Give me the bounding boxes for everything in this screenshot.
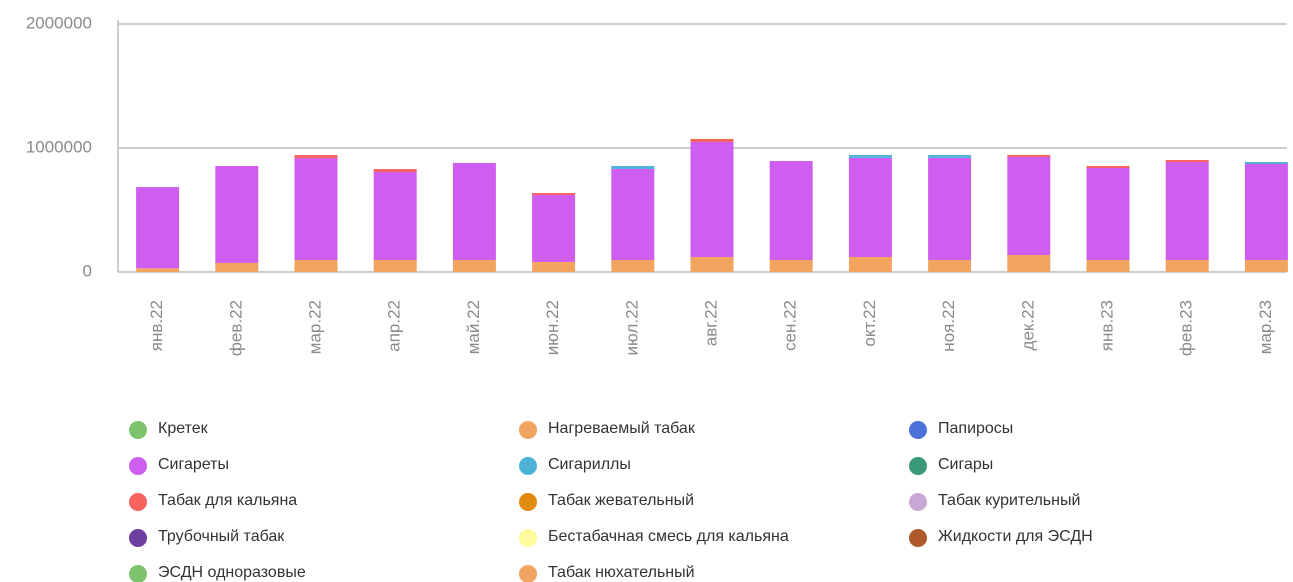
y-tick-label: 2000000 [26,13,92,32]
bar-segment [1007,255,1051,272]
legend-marker [519,529,537,547]
bar-segment [373,172,417,260]
legend-label: Папиросы [938,420,1013,437]
bar-segment [928,154,972,158]
legend-label: Сигариллы [548,456,631,473]
x-tick-label: янв.22 [147,300,166,351]
x-tick-label: июн.22 [543,300,562,355]
x-tick-label: окт.22 [860,300,879,347]
legend-marker [519,565,537,582]
x-tick-label: фев.23 [1177,300,1196,356]
bar-segment [452,163,496,260]
x-tick-label: дек.22 [1018,300,1037,350]
x-tick-label: сен.22 [781,300,800,351]
legend-marker [129,493,147,511]
legend-marker [129,565,147,582]
legend-marker [129,457,147,475]
x-tick-label: мар.22 [305,300,324,354]
bar-segment [136,268,180,272]
legend-marker [519,457,537,475]
bar-segment [294,158,338,260]
bar-segment [136,187,180,269]
bar-segment [769,161,813,260]
bar-segment [611,168,655,260]
legend-marker [909,529,927,547]
x-tick-label: янв.23 [1097,300,1116,351]
bar-segment [532,193,576,195]
bar-segment [611,165,655,169]
legend-label: Табак нюхательный [548,564,695,581]
bar-segment [373,169,417,173]
bar-segment [1165,259,1209,272]
legend-label: Бестабачная смесь для кальяна [548,528,789,545]
bar-segment [769,259,813,272]
bar-segment [1086,165,1130,168]
y-tick-label: 0 [83,261,92,280]
x-tick-label: авг.22 [701,300,720,346]
legend-label: Сигары [938,456,993,473]
bar-segment [1165,160,1209,163]
legend-label: Сигареты [158,456,229,473]
x-tick-label: май.22 [464,300,483,354]
bar-segment [452,259,496,272]
legend-label: Нагреваемый табак [548,420,696,437]
bar-segment [294,155,338,159]
bar-segment [532,261,576,272]
bar-segment [1165,162,1209,260]
x-tick-label: июл.22 [622,300,641,355]
bar-segment [1244,162,1288,164]
bar-segment [373,259,417,272]
bar-segment [215,165,259,263]
legend-label: ЭСДН одноразовые [158,564,306,581]
bar-segment [928,259,972,272]
x-tick-label: мар.23 [1256,300,1275,354]
legend-label: Трубочный табак [158,528,285,545]
y-tick-label: 1000000 [26,137,92,156]
bar-segment [1007,156,1051,256]
bar-segment [1086,259,1130,272]
bar-segment [215,262,259,272]
bar-segment [690,141,734,257]
bar-segment [1007,154,1051,157]
bar-segment [611,259,655,272]
legend-label: Табак курительный [938,492,1080,509]
bar-segment [848,157,892,257]
bar-segment [1244,259,1288,272]
legend-marker [519,493,537,511]
legend-marker [909,421,927,439]
bar-segment [928,157,972,260]
bar-segment [294,259,338,272]
legend-label: Кретек [158,420,209,437]
x-tick-label: ноя.22 [939,300,958,352]
legend-marker [129,529,147,547]
legend-marker [909,493,927,511]
x-tick-label: апр.22 [385,300,404,352]
legend-marker [129,421,147,439]
bar-segment [690,138,734,142]
bar-segment [532,194,576,262]
bar-segment [848,154,892,158]
bar-segment [1086,167,1130,260]
bar-segment [1244,163,1288,260]
legend-marker [909,457,927,475]
x-tick-label: фев.22 [226,300,245,356]
legend-label: Табак для кальяна [158,492,297,509]
legend-marker [519,421,537,439]
bar-segment [690,256,734,272]
legend-label: Табак жевательный [548,492,694,509]
bar-segment [848,256,892,272]
legend-label: Жидкости для ЭСДН [938,528,1093,545]
